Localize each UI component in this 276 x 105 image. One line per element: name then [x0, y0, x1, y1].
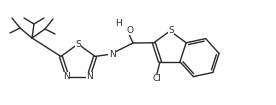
Text: N: N: [63, 72, 70, 81]
Text: O: O: [126, 26, 134, 35]
Text: N: N: [109, 49, 115, 58]
Text: S: S: [75, 39, 81, 49]
Text: H: H: [115, 18, 121, 28]
Text: N: N: [86, 72, 93, 81]
Text: S: S: [168, 26, 174, 35]
Text: Cl: Cl: [153, 74, 161, 83]
